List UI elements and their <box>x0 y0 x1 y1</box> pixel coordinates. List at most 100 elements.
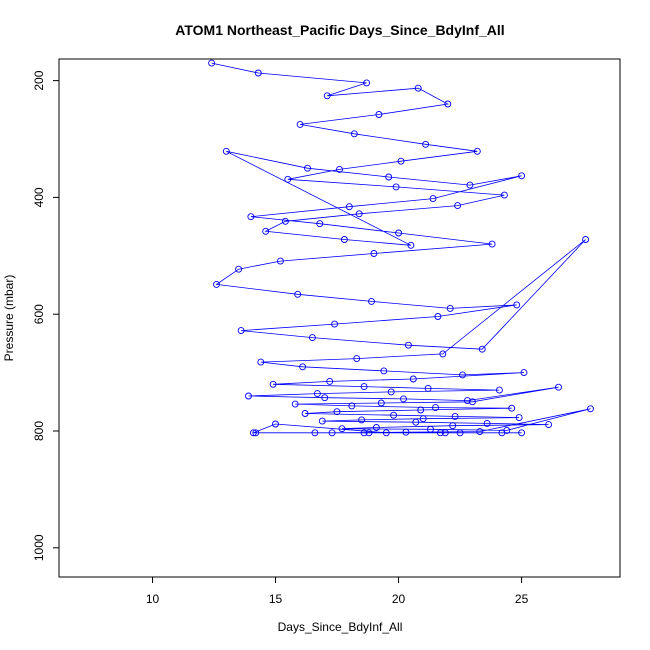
data-point <box>444 100 452 108</box>
data-point <box>257 358 265 366</box>
data-point <box>313 390 321 398</box>
chart-title: ATOM1 Northeast_Pacific Days_Since_BdyIn… <box>175 22 504 38</box>
data-point <box>439 350 447 358</box>
y-tick-label: 800 <box>32 421 46 441</box>
data-point <box>321 394 329 402</box>
data-point <box>483 419 491 427</box>
data-point <box>380 367 388 375</box>
data-point <box>446 304 454 312</box>
data-point <box>434 313 442 320</box>
data-point <box>308 334 316 342</box>
data-point <box>488 240 496 248</box>
data-point <box>495 386 503 394</box>
data-point <box>208 59 216 67</box>
data-point <box>291 400 299 408</box>
data-point <box>363 79 371 87</box>
data-point <box>333 408 341 416</box>
x-axis: 10 15 20 25 <box>146 577 529 606</box>
data-point <box>432 404 439 412</box>
y-tick-label: 1000 <box>32 534 46 561</box>
data-point <box>387 388 395 396</box>
data-point <box>436 429 444 437</box>
data-point <box>417 406 425 414</box>
y-tick-label: 200 <box>32 70 46 90</box>
data-point <box>331 320 339 328</box>
data-point <box>222 147 230 155</box>
data-point <box>385 173 393 181</box>
data-point <box>500 191 508 199</box>
data-point <box>340 236 348 243</box>
data-point <box>412 418 420 426</box>
data-point <box>272 420 279 428</box>
data-point <box>235 265 243 273</box>
data-point <box>466 181 474 189</box>
data-point <box>400 395 407 403</box>
x-tick-label: 25 <box>515 592 529 606</box>
y-axis-label: Pressure (mbar) <box>2 275 16 362</box>
data-point <box>247 213 255 221</box>
data-point <box>456 429 464 437</box>
data-point <box>476 428 484 436</box>
data-point <box>454 202 462 210</box>
data-point <box>409 375 417 383</box>
data-point <box>424 384 432 392</box>
x-tick-label: 10 <box>146 592 160 606</box>
plot-frame <box>58 58 621 578</box>
data-point <box>419 415 427 423</box>
data-point <box>284 175 292 183</box>
data-point <box>397 157 405 165</box>
data-point <box>360 429 368 437</box>
data-point <box>276 257 284 265</box>
y-tick-label: 600 <box>32 304 46 324</box>
data-point <box>345 203 353 211</box>
data-point <box>392 183 400 191</box>
data-point <box>429 195 437 203</box>
data-point <box>355 210 363 218</box>
data-point <box>545 421 553 429</box>
data-point <box>358 416 366 424</box>
data-point <box>451 412 459 420</box>
data-point <box>249 429 257 437</box>
data-point <box>508 404 516 412</box>
data-point <box>422 140 430 148</box>
x-axis-label: Days_Since_BdyInf_All <box>278 620 403 634</box>
x-tick-label: 20 <box>392 592 406 606</box>
data-point <box>323 92 331 100</box>
data-point <box>427 425 434 433</box>
data-point <box>449 422 457 430</box>
data-point <box>237 327 245 335</box>
data-point <box>473 147 481 155</box>
data-point <box>402 428 410 436</box>
data-point <box>336 165 343 173</box>
data-point <box>213 280 220 288</box>
data-point <box>294 290 302 298</box>
data-point <box>269 380 277 388</box>
data-point <box>463 397 471 405</box>
data-point <box>520 369 528 377</box>
data-point <box>360 383 368 391</box>
data-point <box>498 429 506 437</box>
data-point <box>316 220 324 228</box>
data-point <box>353 355 361 363</box>
data-point <box>350 130 358 138</box>
data-point <box>587 405 594 413</box>
data-point <box>296 120 304 128</box>
data-point <box>515 414 523 422</box>
y-axis: 200 400 600 800 1000 <box>32 70 59 561</box>
data-point <box>348 402 356 410</box>
data-point <box>281 217 289 225</box>
data-point <box>252 429 260 437</box>
data-point <box>468 398 476 406</box>
data-point <box>414 84 422 92</box>
data-point <box>368 297 375 305</box>
data-point <box>513 301 521 309</box>
data-point <box>441 429 449 437</box>
data-point <box>395 229 403 237</box>
data-point <box>375 111 383 118</box>
data-point <box>407 241 415 249</box>
series-group <box>208 59 594 437</box>
data-point <box>377 399 385 407</box>
series-line-0 <box>211 62 591 434</box>
data-point <box>518 172 526 180</box>
